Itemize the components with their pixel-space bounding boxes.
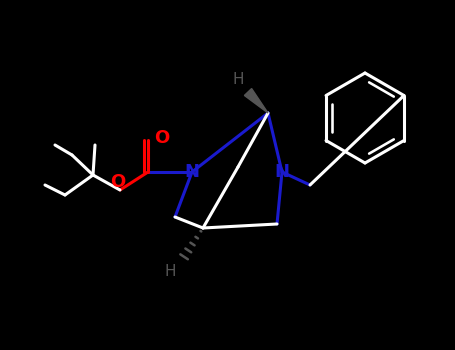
Text: N: N [184, 163, 199, 181]
Text: H: H [232, 72, 244, 88]
Text: H: H [164, 265, 176, 280]
Polygon shape [244, 89, 268, 113]
Text: N: N [274, 163, 289, 181]
Text: O: O [111, 173, 126, 191]
Text: O: O [154, 129, 170, 147]
